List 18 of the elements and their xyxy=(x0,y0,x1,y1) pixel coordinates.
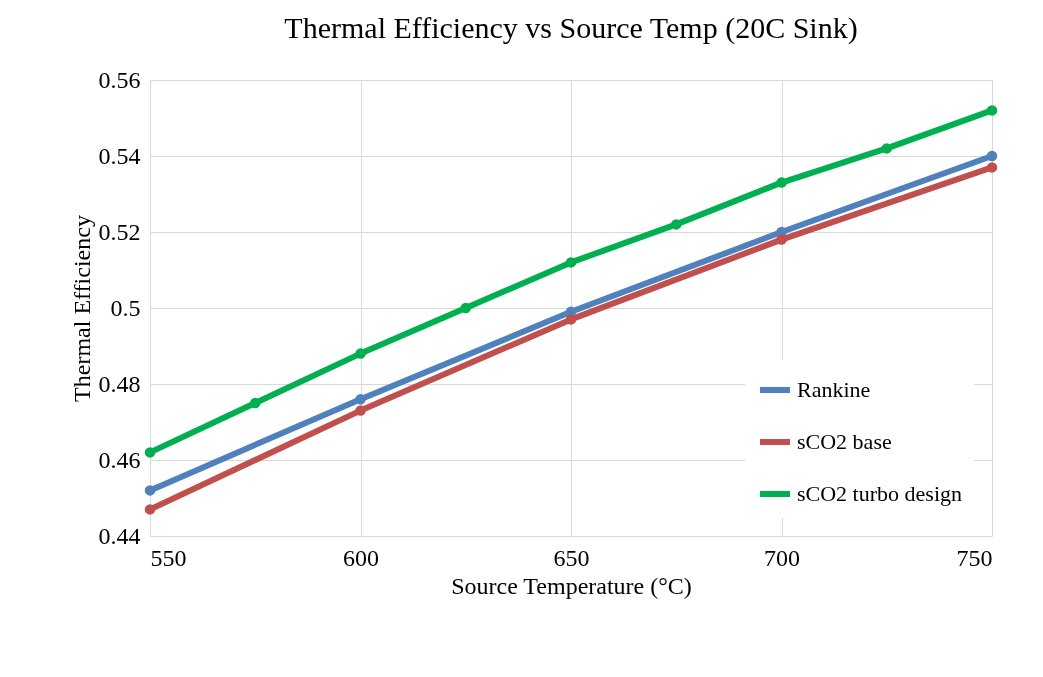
x-tick-label: 600 xyxy=(343,544,379,571)
legend-label: sCO2 base xyxy=(797,429,892,454)
y-tick-label: 0.44 xyxy=(98,522,141,549)
chart-title: Thermal Efficiency vs Source Temp (20C Sink) xyxy=(284,11,858,45)
y-tick-label: 0.5 xyxy=(110,294,141,321)
y-axis-title: Thermal Efficiency xyxy=(68,215,95,402)
y-tick-label: 0.52 xyxy=(98,218,141,245)
legend-label: Rankine xyxy=(797,377,871,402)
y-tick-label: 0.54 xyxy=(98,142,141,169)
legend-label: sCO2 turbo design xyxy=(797,481,962,506)
x-tick-label: 650 xyxy=(553,544,590,571)
x-tick-label: 700 xyxy=(764,544,800,571)
x-tick-label: 550 xyxy=(150,544,187,571)
y-tick-label: 0.48 xyxy=(98,370,141,397)
y-tick-label: 0.46 xyxy=(98,446,141,473)
x-axis-title: Source Temperature (°C) xyxy=(451,572,692,599)
y-tick-label: 0.56 xyxy=(98,66,141,93)
x-tick-label: 750 xyxy=(956,544,993,571)
